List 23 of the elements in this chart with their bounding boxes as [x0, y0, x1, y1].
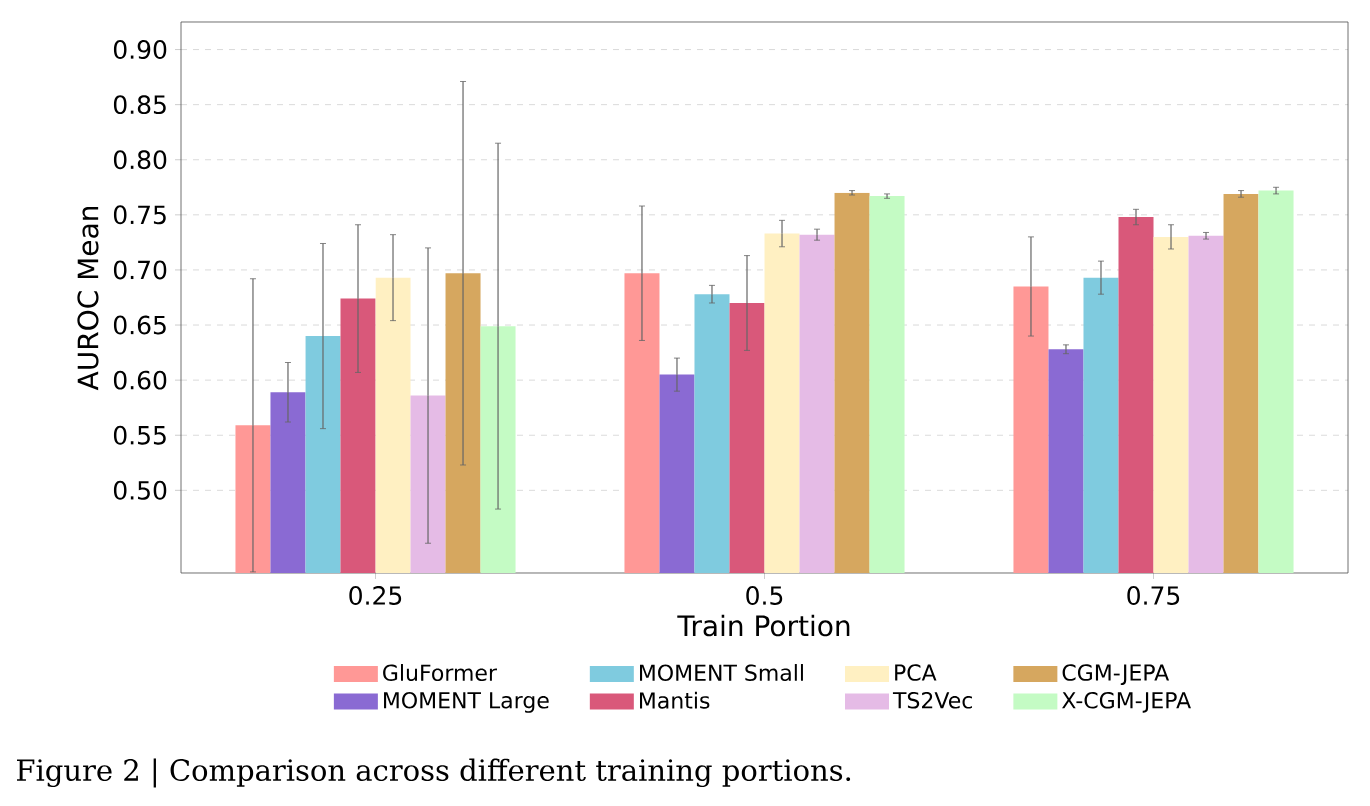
- x-tick-label: 0.5: [746, 586, 783, 605]
- y-tick-label: 0.50: [113, 480, 167, 500]
- x-axis-title: Train Portion: [677, 614, 850, 637]
- y-tick-label: 0.85: [113, 95, 166, 115]
- legend-label: GluFormer: [383, 664, 497, 682]
- legend-label: X-CGM-JEPA: [1062, 691, 1191, 713]
- x-tick-label: 0.75: [1127, 586, 1180, 605]
- x-tick-label: 0.25: [349, 586, 402, 605]
- y-tick-label: 0.70: [113, 260, 167, 280]
- legend-label: MOMENT Large: [384, 691, 549, 713]
- legend-label: PCA: [895, 664, 937, 681]
- legend-label: CGM-JEPA: [1062, 664, 1170, 685]
- legend-label: MOMENT Small: [640, 664, 803, 682]
- y-tick-label: 0.55: [113, 425, 166, 445]
- y-tick-label: 0.90: [113, 40, 167, 59]
- y-tick-label: 0.80: [113, 150, 167, 170]
- y-axis-title: AUROC Mean: [77, 206, 99, 391]
- y-tick-label: 0.60: [113, 370, 167, 390]
- legend-label: Mantis: [640, 691, 710, 709]
- caption: Figure 2 | Comparison across different training portions.: [17, 758, 851, 788]
- y-tick-label: 0.75: [113, 205, 166, 225]
- legend-label: TS2Vec: [892, 691, 973, 709]
- y-tick-label: 0.65: [113, 315, 166, 335]
